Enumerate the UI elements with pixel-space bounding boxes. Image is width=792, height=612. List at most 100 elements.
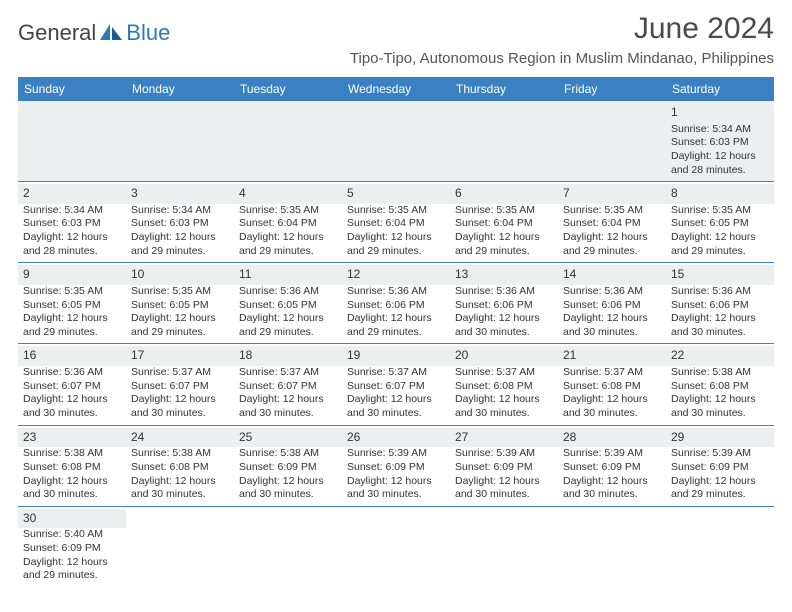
day-info: Daylight: 12 hours — [239, 231, 337, 245]
day-info: and 30 minutes. — [347, 488, 445, 502]
day-info: Daylight: 12 hours — [455, 393, 553, 407]
day-number: 3 — [126, 184, 234, 204]
day-cell: 11Sunrise: 5:36 AMSunset: 6:05 PMDayligh… — [234, 263, 342, 344]
day-info: Daylight: 12 hours — [671, 150, 769, 164]
day-info: Daylight: 12 hours — [671, 312, 769, 326]
day-cell: 7Sunrise: 5:35 AMSunset: 6:04 PMDaylight… — [558, 182, 666, 263]
day-info: Sunset: 6:04 PM — [239, 217, 337, 231]
day-cell: 23Sunrise: 5:38 AMSunset: 6:08 PMDayligh… — [18, 425, 126, 506]
day-info: Sunrise: 5:34 AM — [671, 123, 769, 137]
day-number: 4 — [234, 184, 342, 204]
location-subtitle: Tipo-Tipo, Autonomous Region in Muslim M… — [350, 50, 774, 67]
day-cell: 14Sunrise: 5:36 AMSunset: 6:06 PMDayligh… — [558, 263, 666, 344]
day-cell: 19Sunrise: 5:37 AMSunset: 6:07 PMDayligh… — [342, 344, 450, 425]
week-row: 1Sunrise: 5:34 AMSunset: 6:03 PMDaylight… — [18, 101, 774, 182]
week-row: 9Sunrise: 5:35 AMSunset: 6:05 PMDaylight… — [18, 263, 774, 344]
day-info: Daylight: 12 hours — [671, 393, 769, 407]
day-info: and 29 minutes. — [347, 326, 445, 340]
day-number: 17 — [126, 346, 234, 366]
day-info: Daylight: 12 hours — [131, 393, 229, 407]
day-number: 7 — [558, 184, 666, 204]
day-number: 18 — [234, 346, 342, 366]
day-info: Daylight: 12 hours — [23, 393, 121, 407]
day-info: Sunset: 6:04 PM — [347, 217, 445, 231]
day-cell: 5Sunrise: 5:35 AMSunset: 6:04 PMDaylight… — [342, 182, 450, 263]
day-info: and 30 minutes. — [455, 407, 553, 421]
day-number: 12 — [342, 265, 450, 285]
day-info: Daylight: 12 hours — [239, 393, 337, 407]
day-info: Sunrise: 5:35 AM — [347, 204, 445, 218]
logo: General Blue — [18, 20, 170, 46]
day-info: Sunset: 6:05 PM — [131, 299, 229, 313]
day-cell: 2Sunrise: 5:34 AMSunset: 6:03 PMDaylight… — [18, 182, 126, 263]
day-info: and 30 minutes. — [23, 407, 121, 421]
day-cell — [126, 101, 234, 182]
day-info: Daylight: 12 hours — [563, 312, 661, 326]
day-info: Sunrise: 5:37 AM — [563, 366, 661, 380]
day-info: Sunset: 6:07 PM — [239, 380, 337, 394]
day-info: Daylight: 12 hours — [347, 475, 445, 489]
day-number: 1 — [666, 103, 774, 123]
day-number: 25 — [234, 428, 342, 448]
day-info: Sunset: 6:07 PM — [131, 380, 229, 394]
day-cell: 25Sunrise: 5:38 AMSunset: 6:09 PMDayligh… — [234, 425, 342, 506]
day-info: Sunset: 6:08 PM — [455, 380, 553, 394]
day-number: 27 — [450, 428, 558, 448]
day-info: Sunrise: 5:35 AM — [455, 204, 553, 218]
day-info: Sunset: 6:07 PM — [347, 380, 445, 394]
day-info: Sunrise: 5:39 AM — [671, 447, 769, 461]
day-info: Daylight: 12 hours — [23, 312, 121, 326]
day-number: 21 — [558, 346, 666, 366]
day-info: Sunset: 6:09 PM — [671, 461, 769, 475]
day-info: Sunrise: 5:36 AM — [455, 285, 553, 299]
day-header: Wednesday — [342, 77, 450, 101]
day-cell: 10Sunrise: 5:35 AMSunset: 6:05 PMDayligh… — [126, 263, 234, 344]
day-info: Sunrise: 5:40 AM — [23, 528, 121, 542]
day-info: and 28 minutes. — [23, 245, 121, 259]
day-number: 29 — [666, 428, 774, 448]
day-info: and 29 minutes. — [131, 245, 229, 259]
day-number: 5 — [342, 184, 450, 204]
day-number: 20 — [450, 346, 558, 366]
day-cell — [234, 101, 342, 182]
logo-sail-icon — [98, 22, 124, 44]
day-header-row: SundayMondayTuesdayWednesdayThursdayFrid… — [18, 77, 774, 101]
day-info: Daylight: 12 hours — [563, 231, 661, 245]
day-info: Sunrise: 5:39 AM — [347, 447, 445, 461]
day-info: Daylight: 12 hours — [455, 312, 553, 326]
day-number: 23 — [18, 428, 126, 448]
day-info: Sunrise: 5:36 AM — [671, 285, 769, 299]
day-cell: 20Sunrise: 5:37 AMSunset: 6:08 PMDayligh… — [450, 344, 558, 425]
day-number: 2 — [18, 184, 126, 204]
day-info: and 30 minutes. — [239, 488, 337, 502]
day-info: Sunrise: 5:37 AM — [239, 366, 337, 380]
day-number: 11 — [234, 265, 342, 285]
day-info: Sunrise: 5:35 AM — [23, 285, 121, 299]
day-cell — [558, 101, 666, 182]
day-info: and 29 minutes. — [23, 326, 121, 340]
day-info: Sunrise: 5:36 AM — [347, 285, 445, 299]
day-info: and 29 minutes. — [563, 245, 661, 259]
day-info: and 29 minutes. — [347, 245, 445, 259]
day-number: 8 — [666, 184, 774, 204]
logo-word2: Blue — [126, 20, 170, 46]
page-title: June 2024 — [350, 12, 774, 46]
day-cell: 21Sunrise: 5:37 AMSunset: 6:08 PMDayligh… — [558, 344, 666, 425]
day-info: Sunset: 6:06 PM — [671, 299, 769, 313]
day-cell: 8Sunrise: 5:35 AMSunset: 6:05 PMDaylight… — [666, 182, 774, 263]
day-cell: 9Sunrise: 5:35 AMSunset: 6:05 PMDaylight… — [18, 263, 126, 344]
day-info: Sunset: 6:09 PM — [455, 461, 553, 475]
day-info: Daylight: 12 hours — [347, 312, 445, 326]
day-header: Thursday — [450, 77, 558, 101]
day-info: Daylight: 12 hours — [671, 475, 769, 489]
day-info: and 30 minutes. — [131, 407, 229, 421]
day-cell: 22Sunrise: 5:38 AMSunset: 6:08 PMDayligh… — [666, 344, 774, 425]
day-header: Friday — [558, 77, 666, 101]
calendar-table: SundayMondayTuesdayWednesdayThursdayFrid… — [18, 77, 774, 587]
week-row: 30Sunrise: 5:40 AMSunset: 6:09 PMDayligh… — [18, 506, 774, 587]
day-info: Sunrise: 5:39 AM — [455, 447, 553, 461]
day-cell: 6Sunrise: 5:35 AMSunset: 6:04 PMDaylight… — [450, 182, 558, 263]
day-info: Daylight: 12 hours — [131, 312, 229, 326]
day-info: Sunset: 6:08 PM — [563, 380, 661, 394]
day-info: Sunrise: 5:35 AM — [239, 204, 337, 218]
